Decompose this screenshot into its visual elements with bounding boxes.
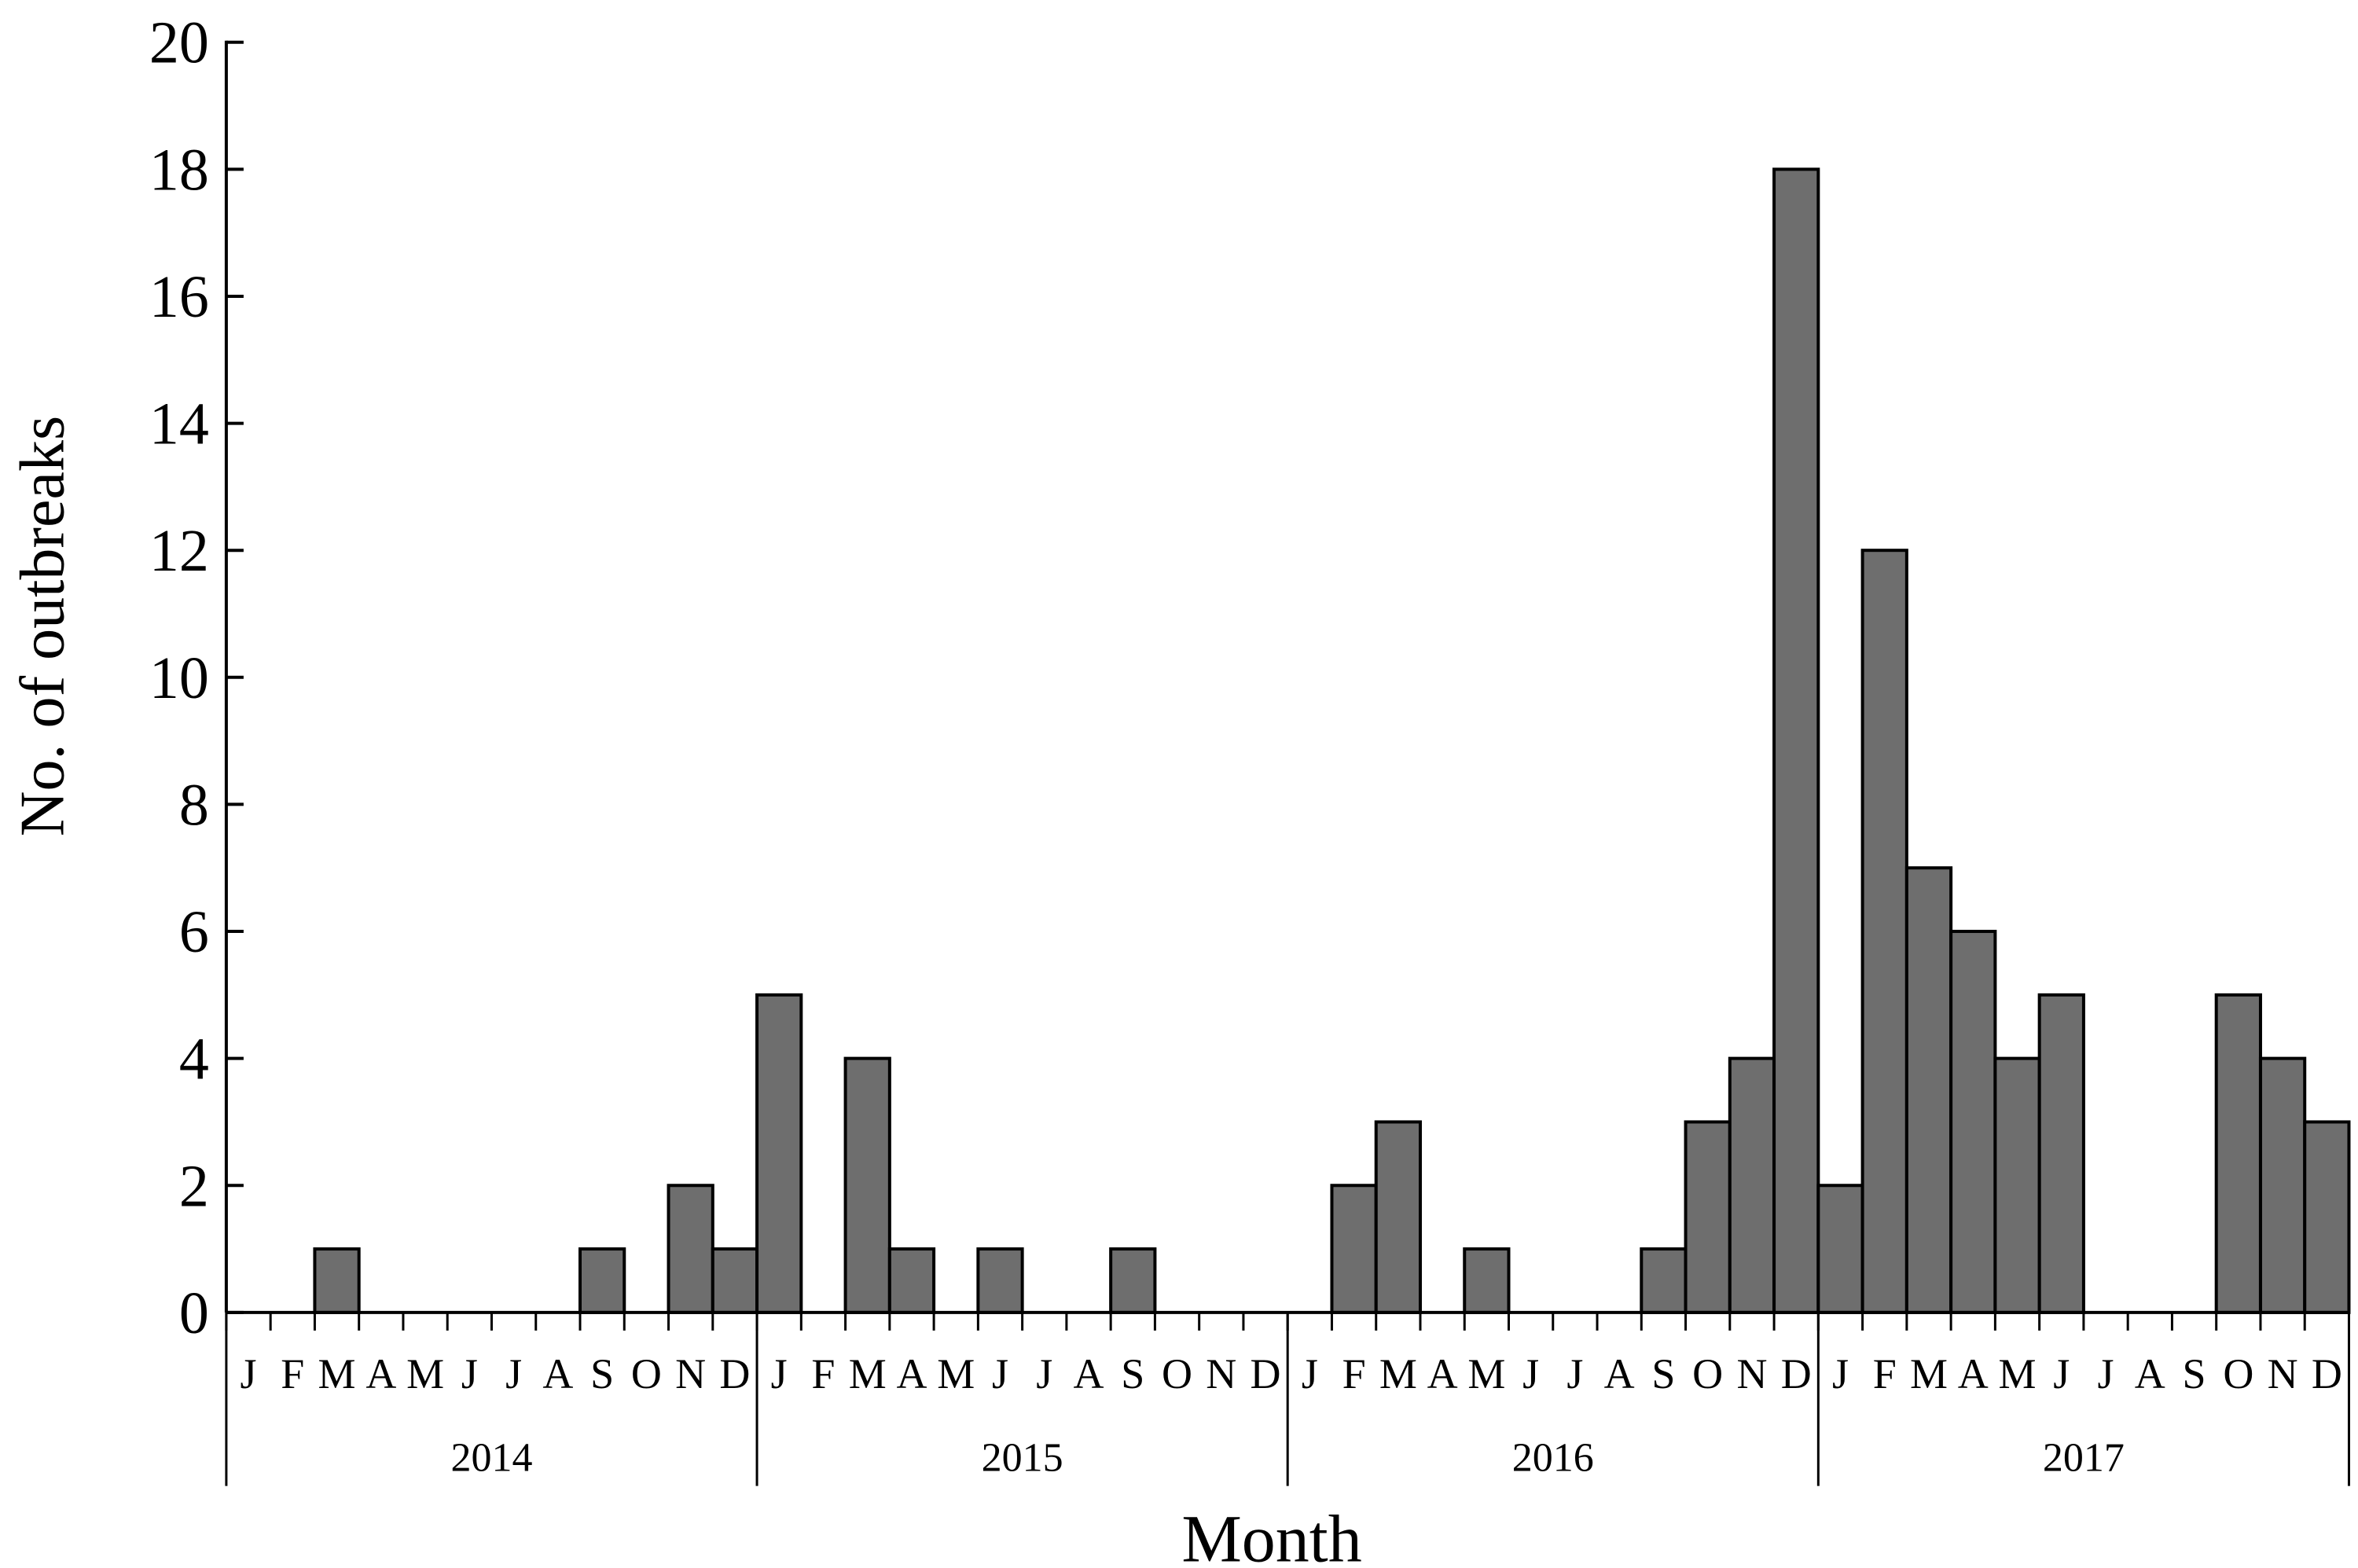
year-label-2017: 2017 (2043, 1435, 2125, 1480)
bar-2016-D (1772, 167, 1820, 1314)
month-label-2016-F: F (1342, 1350, 1366, 1397)
y-tick-label-14: 14 (149, 391, 209, 457)
month-label-2014-D: D (719, 1350, 750, 1397)
bar-2016-S (1640, 1247, 1688, 1314)
bar-2016-M (1463, 1247, 1511, 1314)
bar-2017-M (1993, 1056, 2041, 1314)
y-tick-label-20: 20 (149, 10, 209, 76)
month-label-2015-A: A (896, 1350, 927, 1397)
month-label-2015-O: O (1162, 1350, 1192, 1397)
bar-2014-M (313, 1247, 361, 1314)
y-tick-label-16: 16 (149, 264, 209, 330)
month-label-2017-A: A (2135, 1350, 2165, 1397)
bar-2015-M (843, 1056, 891, 1314)
month-label-2016-J: J (1522, 1350, 1539, 1397)
month-label-2016-O: O (1692, 1350, 1723, 1397)
y-tick-label-0: 0 (179, 1280, 209, 1346)
bar-2017-F (1860, 549, 1908, 1314)
bar-2017-A (1949, 930, 1997, 1314)
bar-2015-S (1109, 1247, 1157, 1314)
month-label-2015-A: A (1074, 1350, 1104, 1397)
month-label-2017-S: S (2183, 1350, 2206, 1397)
axes-layer (224, 40, 2350, 1486)
y-axis-title: No. of outbreaks (9, 416, 78, 836)
y-tick-label-6: 6 (179, 899, 209, 965)
month-label-2016-N: N (1736, 1350, 1767, 1397)
bar-2016-M (1374, 1120, 1422, 1314)
bar-2017-N (2258, 1056, 2307, 1314)
month-label-2015-N: N (1206, 1350, 1236, 1397)
bar-2017-J (2037, 993, 2085, 1314)
month-label-2017-D: D (2312, 1350, 2342, 1397)
bar-2016-F (1330, 1184, 1378, 1314)
month-label-2015-J: J (1036, 1350, 1052, 1397)
bar-2015-J (755, 993, 803, 1314)
month-label-2016-D: D (1781, 1350, 1812, 1397)
y-tick-label-2: 2 (179, 1153, 209, 1219)
month-label-2017-F: F (1873, 1350, 1897, 1397)
y-tick-label-18: 18 (149, 137, 209, 203)
bar-2017-O (2214, 993, 2262, 1314)
bar-2014-N (667, 1184, 714, 1314)
month-label-2017-A: A (1958, 1350, 1989, 1397)
year-label-2016: 2016 (1512, 1435, 1594, 1480)
y-tick-label-4: 4 (179, 1026, 209, 1092)
bar-2017-D (2303, 1120, 2351, 1314)
month-label-2014-J: J (505, 1350, 522, 1397)
y-tick-label-8: 8 (179, 772, 209, 838)
month-label-2017-N: N (2268, 1350, 2298, 1397)
month-label-2014-M: M (406, 1350, 444, 1397)
year-label-2015: 2015 (982, 1435, 1063, 1480)
bar-2017-J (1816, 1184, 1864, 1314)
month-label-2014-O: O (631, 1350, 662, 1397)
month-label-2017-O: O (2223, 1350, 2253, 1397)
bar-2016-O (1684, 1120, 1732, 1314)
month-label-2015-M: M (849, 1350, 887, 1397)
month-label-2014-A: A (542, 1350, 573, 1397)
bar-2015-J (976, 1247, 1024, 1314)
month-label-2017-M: M (1999, 1350, 2037, 1397)
month-label-2016-J: J (1302, 1350, 1318, 1397)
month-label-2016-S: S (1651, 1350, 1675, 1397)
year-label-2014: 2014 (450, 1435, 532, 1480)
month-label-2016-M: M (1379, 1350, 1417, 1397)
month-label-2014-J: J (461, 1350, 478, 1397)
month-label-2016-J: J (1566, 1350, 1583, 1397)
bar-2014-S (578, 1247, 626, 1314)
month-label-2014-F: F (281, 1350, 304, 1397)
x-axis-title: Month (1181, 1501, 1361, 1568)
month-label-2016-A: A (1604, 1350, 1635, 1397)
bars-layer (313, 167, 2351, 1314)
month-label-2017-J: J (2053, 1350, 2070, 1397)
bar-2016-N (1728, 1056, 1776, 1314)
month-label-2017-M: M (1910, 1350, 1948, 1397)
month-label-2014-A: A (365, 1350, 396, 1397)
month-label-2014-N: N (675, 1350, 706, 1397)
month-label-2015-J: J (771, 1350, 788, 1397)
month-label-2016-M: M (1467, 1350, 1505, 1397)
bar-2015-A (887, 1247, 936, 1314)
month-label-2015-S: S (1121, 1350, 1144, 1397)
y-tick-label-10: 10 (149, 645, 209, 711)
month-label-2014-J: J (241, 1350, 257, 1397)
bar-2017-M (1904, 866, 1953, 1314)
month-label-2017-J: J (2098, 1350, 2114, 1397)
month-label-2015-D: D (1251, 1350, 1281, 1397)
y-tick-label-12: 12 (149, 518, 209, 584)
month-label-2014-S: S (590, 1350, 614, 1397)
month-label-2015-F: F (811, 1350, 835, 1397)
month-label-2015-M: M (937, 1350, 975, 1397)
month-label-2016-A: A (1427, 1350, 1458, 1397)
month-label-2014-M: M (318, 1350, 356, 1397)
bar-2014-D (711, 1247, 759, 1314)
month-label-2015-J: J (992, 1350, 1008, 1397)
month-label-2017-J: J (1832, 1350, 1849, 1397)
